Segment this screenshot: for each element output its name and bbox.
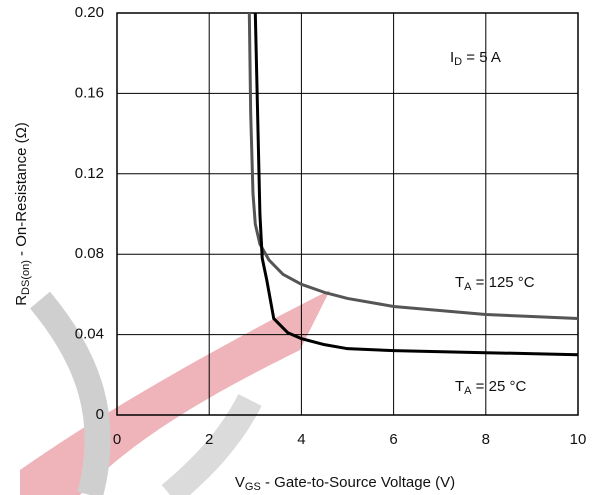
x-label-rest: - Gate-to-Source Voltage (V) bbox=[261, 474, 455, 491]
y-label-main: R bbox=[13, 295, 30, 306]
watermark bbox=[20, 290, 330, 495]
annotation-main: T bbox=[455, 274, 464, 291]
annotation-rest: = 5 A bbox=[462, 49, 501, 66]
annotation-sub: A bbox=[464, 385, 472, 397]
y-label-sub: DS(on) bbox=[20, 260, 32, 295]
annotation-sub: D bbox=[454, 56, 462, 68]
annotation-rest: = 125 °C bbox=[472, 274, 535, 291]
annotation: ID = 5 A bbox=[450, 49, 501, 68]
annotation-main: T bbox=[455, 378, 464, 395]
y-tick-label: 0.08 bbox=[75, 245, 104, 262]
series-line bbox=[253, 12, 579, 357]
annotation-sub: A bbox=[464, 281, 472, 293]
x-label-main: V bbox=[235, 474, 245, 491]
y-tick-label: 0.20 bbox=[75, 4, 104, 21]
y-axis-label: RDS(on) - On-Resistance (Ω) bbox=[13, 122, 32, 306]
series-line bbox=[247, 12, 579, 321]
watermark-arc bbox=[161, 394, 262, 495]
x-axis-label: VGS - Gate-to-Source Voltage (V) bbox=[235, 474, 455, 493]
annotation-rest: = 25 °C bbox=[472, 378, 527, 395]
y-tick-label: 0.16 bbox=[75, 84, 104, 101]
watermark-arc bbox=[29, 291, 111, 495]
watermark-swoosh bbox=[20, 290, 330, 495]
y-tick-label: 0.12 bbox=[75, 165, 104, 182]
annotation: TA = 125 °C bbox=[455, 274, 535, 293]
grid bbox=[116, 12, 579, 416]
y-tick-label: 0.04 bbox=[75, 326, 104, 343]
x-tick-label: 2 bbox=[205, 431, 213, 448]
x-tick-label: 10 bbox=[570, 431, 587, 448]
lines bbox=[247, 12, 579, 357]
y-label-rest: - On-Resistance (Ω) bbox=[13, 122, 30, 260]
x-label-sub: GS bbox=[245, 481, 261, 493]
x-tick-label: 0 bbox=[113, 431, 121, 448]
x-tick-label: 6 bbox=[389, 431, 397, 448]
plot-border bbox=[116, 12, 579, 416]
y-tick-label: 0 bbox=[96, 406, 104, 423]
x-tick-label: 4 bbox=[297, 431, 305, 448]
annotation: TA = 25 °C bbox=[455, 378, 526, 397]
annotation-main: I bbox=[450, 49, 454, 66]
x-tick-label: 8 bbox=[482, 431, 490, 448]
